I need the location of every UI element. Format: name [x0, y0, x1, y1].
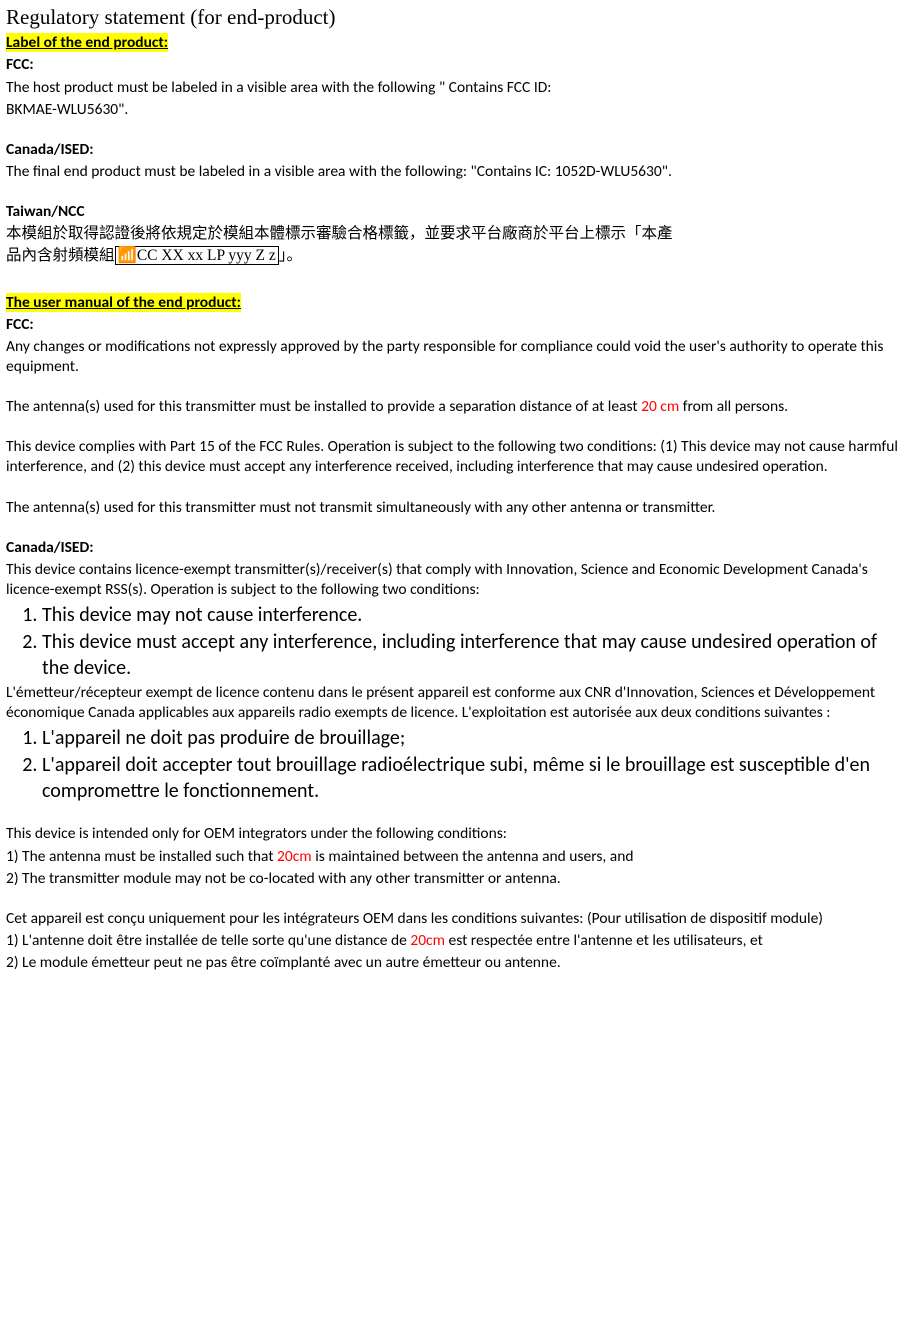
oem-fr-p2-text-b: est respectée entre l'antenne et les uti… — [445, 931, 763, 950]
section-header-label: Label of the end product: — [6, 33, 168, 52]
oem-fr-p2-distance: 20cm — [410, 931, 445, 950]
oem-p2-distance: 20cm — [277, 847, 312, 866]
canada2-list-en: This device may not cause interference. … — [6, 602, 900, 681]
oem-fr-paragraph1: Cet appareil est conçu uniquement pour l… — [6, 909, 900, 929]
fcc-heading: FCC: — [6, 55, 900, 75]
taiwan-text-line1: 本模組於取得認證後將依規定於模組本體標示審驗合格標籤，並要求平台廠商於平台上標示… — [6, 224, 900, 244]
canada2-list-item3: L'appareil ne doit pas produire de broui… — [42, 725, 900, 751]
oem-p2-text-a: 1) The antenna must be installed such th… — [6, 847, 277, 866]
oem-paragraph2: 1) The antenna must be installed such th… — [6, 847, 900, 867]
oem-fr-p2-text-a: 1) L'antenne doit être installée de tell… — [6, 931, 410, 950]
fcc-text-line1: The host product must be labeled in a vi… — [6, 78, 900, 98]
taiwan-text-prefix: 品內含射頻模組 — [6, 247, 115, 264]
canada2-list-item1: This device may not cause interference. — [42, 602, 900, 628]
fcc-text-line2: BKMAE-WLU5630". — [6, 100, 900, 120]
taiwan-text-suffix: 」。 — [279, 247, 302, 264]
fcc2-p2-text-b: from all persons. — [679, 397, 788, 416]
page-title: Regulatory statement (for end-product) — [6, 4, 900, 31]
oem-fr-paragraph2: 1) L'antenne doit être installée de tell… — [6, 931, 900, 951]
canada2-paragraph2: L'émetteur/récepteur exempt de licence c… — [6, 683, 900, 723]
canada2-paragraph1: This device contains licence-exempt tran… — [6, 560, 900, 600]
fcc2-paragraph2: The antenna(s) used for this transmitter… — [6, 397, 900, 417]
taiwan-boxed-code: 📶CC XX xx LP yyy Z z — [115, 246, 279, 265]
oem-paragraph3: 2) The transmitter module may not be co-… — [6, 869, 900, 889]
canada2-list-item2: This device must accept any interference… — [42, 629, 900, 681]
taiwan-text-line2: 品內含射頻模組📶CC XX xx LP yyy Z z」。 — [6, 246, 900, 266]
fcc2-heading: FCC: — [6, 315, 900, 335]
oem-paragraph1: This device is intended only for OEM int… — [6, 824, 900, 844]
taiwan-heading: Taiwan/NCC — [6, 202, 900, 222]
oem-fr-paragraph3: 2) Le module émetteur peut ne pas être c… — [6, 953, 900, 973]
canada-text: The final end product must be labeled in… — [6, 162, 900, 182]
fcc2-paragraph1: Any changes or modifications not express… — [6, 337, 900, 377]
canada2-list-fr: L'appareil ne doit pas produire de broui… — [6, 725, 900, 804]
canada-heading: Canada/ISED: — [6, 140, 900, 160]
fcc2-paragraph3: This device complies with Part 15 of the… — [6, 437, 900, 477]
oem-p2-text-b: is maintained between the antenna and us… — [312, 847, 634, 866]
fcc2-p2-distance: 20 cm — [641, 397, 679, 416]
fcc2-paragraph4: The antenna(s) used for this transmitter… — [6, 498, 900, 518]
canada2-heading: Canada/ISED: — [6, 538, 900, 558]
section-header-manual: The user manual of the end product: — [6, 293, 241, 312]
fcc2-p2-text-a: The antenna(s) used for this transmitter… — [6, 397, 641, 416]
canada2-list-item4: L'appareil doit accepter tout brouillage… — [42, 752, 900, 804]
